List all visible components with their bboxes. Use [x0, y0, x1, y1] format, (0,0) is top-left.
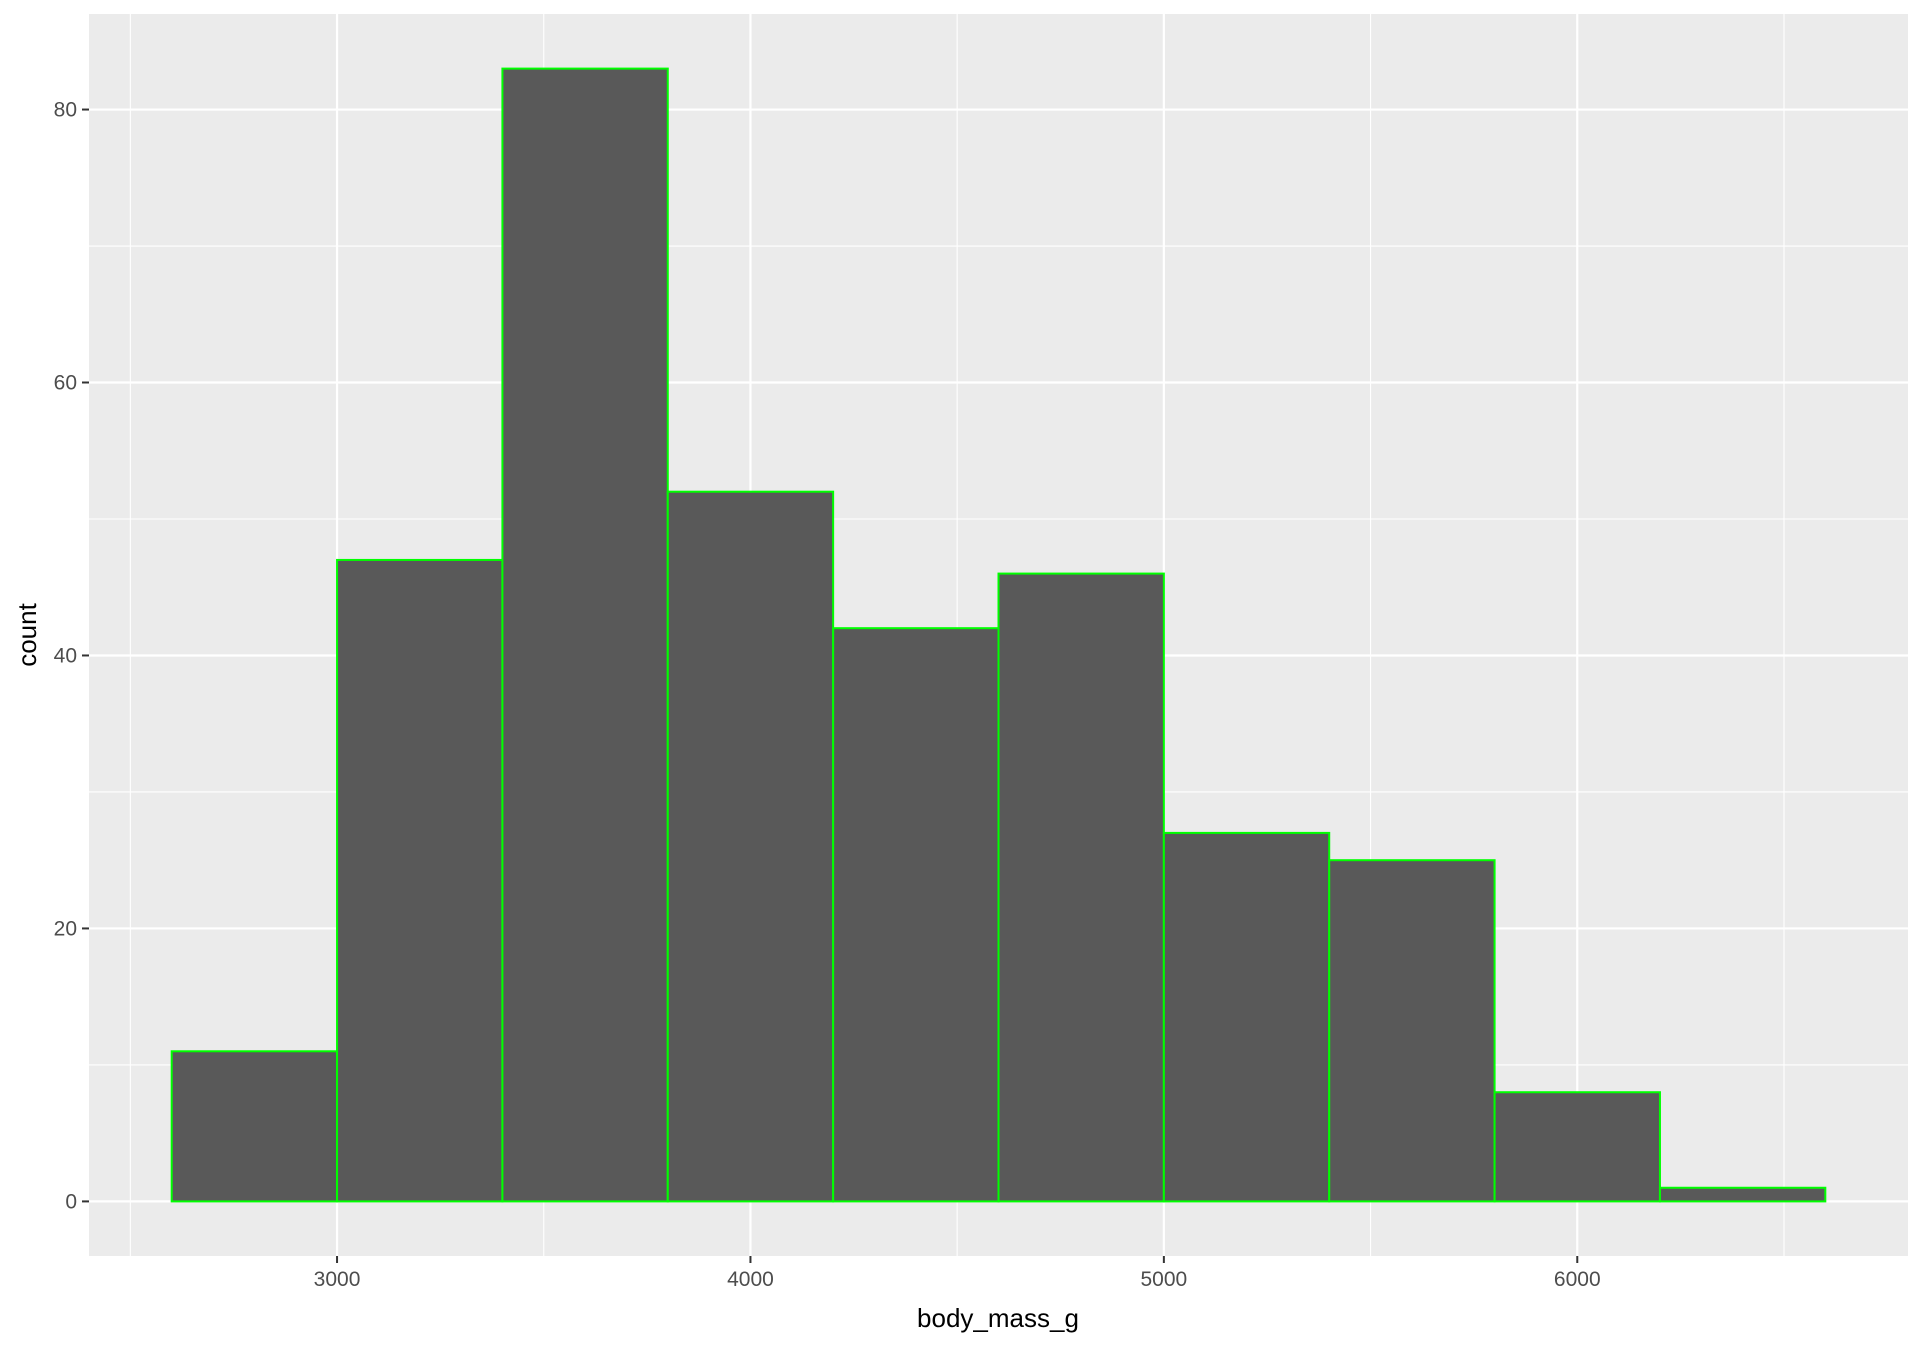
histogram-bar	[501, 67, 669, 1203]
y-tick-label: 60	[54, 372, 77, 395]
y-tick-label: 20	[54, 917, 77, 940]
histogram-bar	[1328, 859, 1496, 1203]
histogram-bar	[336, 558, 504, 1203]
x-tick-label: 4000	[727, 1268, 774, 1291]
y-axis-title: count	[12, 602, 42, 666]
histogram-bars	[170, 67, 1827, 1203]
x-axis-title: body_mass_g	[917, 1303, 1079, 1333]
x-tick-label: 6000	[1554, 1268, 1601, 1291]
histogram-bar	[170, 1050, 339, 1203]
x-axis-ticks: 3000 4000 5000 6000	[314, 1256, 1601, 1291]
histogram-bar	[832, 627, 1000, 1203]
histogram-bar	[1493, 1091, 1661, 1203]
histogram-bar	[1162, 831, 1331, 1203]
y-axis-ticks: 0 20 40 60 80	[54, 99, 89, 1213]
histogram-bar	[666, 490, 835, 1203]
x-tick-label: 3000	[314, 1268, 361, 1291]
y-tick-label: 40	[54, 644, 77, 667]
histogram-bar	[1658, 1186, 1827, 1203]
y-tick-label: 0	[65, 1190, 77, 1213]
x-tick-label: 5000	[1141, 1268, 1188, 1291]
y-tick-label: 80	[54, 99, 77, 122]
histogram-bar	[997, 572, 1165, 1203]
